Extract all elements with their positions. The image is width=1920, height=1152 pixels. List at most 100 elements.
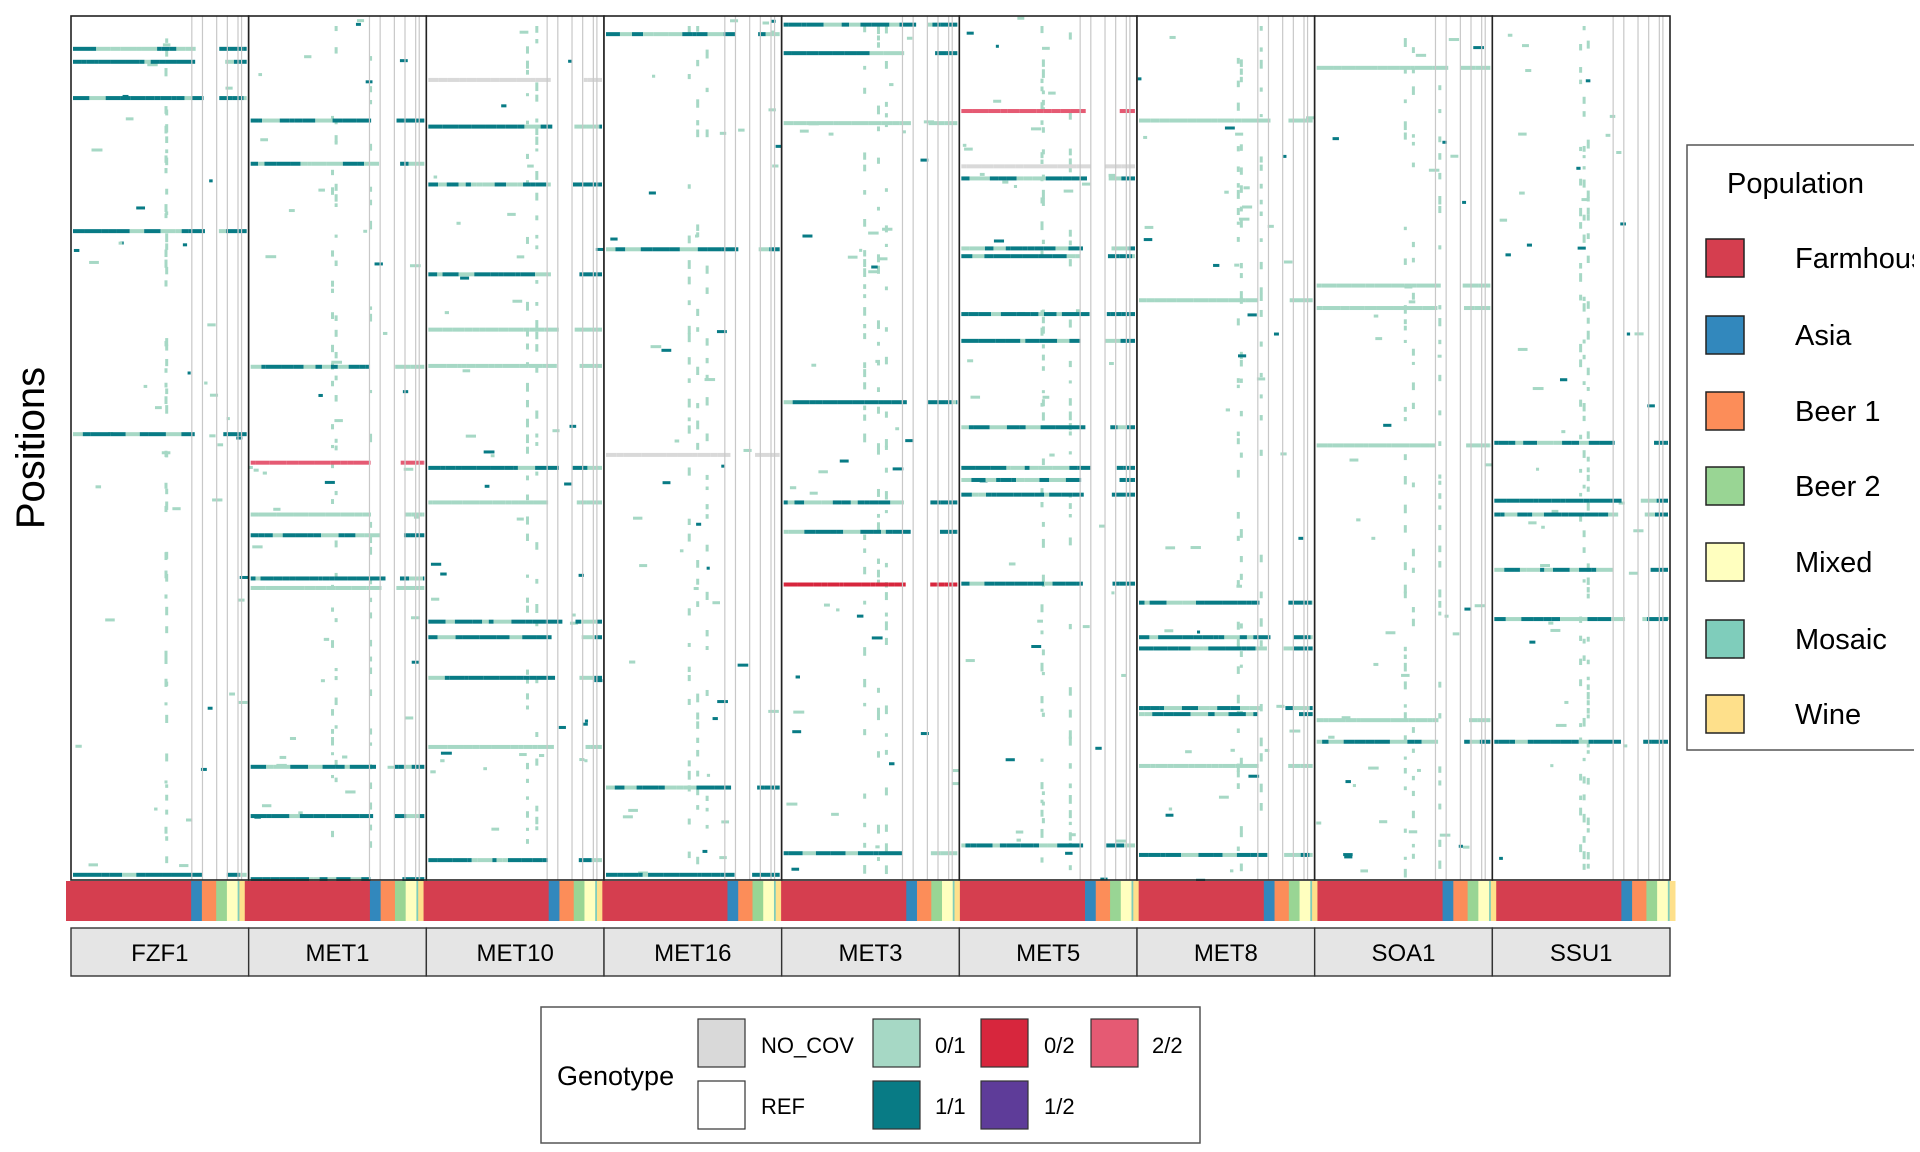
genotype-cell [357, 161, 365, 166]
genotype-cell [1411, 86, 1415, 95]
genotype-cell [1663, 512, 1668, 517]
genotype-cell [334, 26, 338, 32]
genotype-cell [207, 323, 216, 327]
genotype-cell [902, 130, 906, 134]
genotype-cell [535, 465, 546, 470]
genotype-cell [535, 118, 539, 123]
genotype-cell [1582, 547, 1586, 553]
genotype-cell [970, 395, 981, 399]
genotype-cell [1374, 739, 1390, 744]
genotype-cell [973, 425, 990, 430]
genotype-cell [1551, 617, 1561, 622]
genotype-cell [1438, 713, 1442, 719]
genotype-cell [1664, 567, 1668, 572]
genotype-swatch-0-2 [980, 1018, 1029, 1068]
genotype-cell [884, 562, 888, 568]
genotype-cell [1494, 567, 1505, 572]
genotype-cell [125, 59, 140, 64]
genotype-cell [875, 845, 880, 849]
genotype-cell [696, 770, 700, 777]
genotype-cell [449, 675, 465, 680]
genotype-cell [262, 118, 280, 123]
genotype-cell [863, 433, 867, 443]
genotype-cell [1562, 440, 1572, 445]
genotype-cell [1438, 839, 1442, 847]
genotype-cell [711, 872, 721, 877]
genotype-cell [91, 148, 103, 152]
genotype-cell [1651, 739, 1660, 744]
variant-row [783, 582, 958, 587]
genotype-cell [884, 188, 888, 192]
genotype-cell [883, 400, 892, 405]
genotype-cell [369, 86, 373, 93]
genotype-cell [239, 872, 247, 877]
genotype-cell [1628, 571, 1639, 575]
genotype-cell [1540, 564, 1550, 568]
genotype-cell [325, 512, 341, 517]
genotype-cell [1075, 254, 1081, 259]
genotype-cell [546, 363, 557, 368]
genotype-cell [1403, 339, 1407, 343]
genotype-cell [884, 411, 888, 418]
variant-row [783, 22, 958, 27]
genotype-cell [1293, 706, 1310, 711]
genotype-cell [1543, 512, 1562, 517]
genotype-cell [1213, 263, 1220, 267]
population-segment-farmhouse [423, 881, 550, 921]
genotype-cell [356, 19, 365, 23]
genotype-cell [532, 619, 540, 624]
genotype-cell [1527, 739, 1534, 744]
genotype-cell [139, 432, 149, 437]
genotype-cell [884, 621, 888, 631]
genotype-cell [307, 533, 314, 538]
genotype-cell [369, 742, 373, 746]
genotype-cell [696, 721, 700, 729]
genotype-cell [1068, 411, 1072, 421]
genotype-cell [1245, 712, 1254, 717]
genotype-cell [1068, 821, 1072, 826]
genotype-cell [1010, 254, 1023, 259]
genotype-cell [334, 697, 338, 706]
genotype-cell [965, 659, 975, 663]
variant-row [1139, 118, 1313, 123]
genotype-cell [1387, 65, 1400, 70]
genotype-cell [144, 59, 151, 64]
genotype-cell [1438, 611, 1442, 616]
genotype-cell [522, 635, 537, 640]
genotype-cell [696, 32, 708, 37]
genotype-cell [1068, 623, 1072, 630]
genotype-cell [1236, 469, 1240, 478]
genotype-cell [1249, 706, 1262, 711]
genotype-cell [601, 744, 602, 749]
genotype-cell [176, 46, 186, 51]
genotype-cell [1253, 635, 1271, 640]
genotype-cell [1236, 535, 1240, 541]
genotype-cell [496, 124, 506, 129]
genotype-cell [1376, 306, 1394, 311]
genotype-cell [705, 397, 709, 406]
genotype-cell [419, 814, 425, 819]
genotype-cell [250, 460, 256, 465]
genotype-cell [1006, 465, 1011, 470]
variant-row [428, 124, 602, 129]
genotype-cell [755, 452, 770, 457]
genotype-cell [501, 104, 507, 108]
genotype-cell [187, 371, 191, 375]
genotype-cell [1185, 750, 1192, 754]
genotype-cell [1390, 718, 1409, 723]
population-segment-asia [191, 881, 203, 921]
genotype-cell [1040, 152, 1044, 159]
genotype-cell [525, 93, 529, 97]
genotype-cell [1408, 300, 1416, 304]
genotype-cell [154, 96, 161, 101]
genotype-cell [165, 551, 169, 559]
genotype-cell [999, 843, 1007, 848]
population-legend-label: Beer 1 [1795, 396, 1880, 428]
genotype-cell [172, 507, 181, 511]
genotype-cell [584, 759, 588, 763]
genotype-cell [674, 439, 680, 443]
genotype-cell [289, 736, 297, 740]
genotype-cell [1245, 298, 1259, 303]
population-segment-mixed [942, 881, 954, 921]
genotype-cell [978, 338, 996, 343]
